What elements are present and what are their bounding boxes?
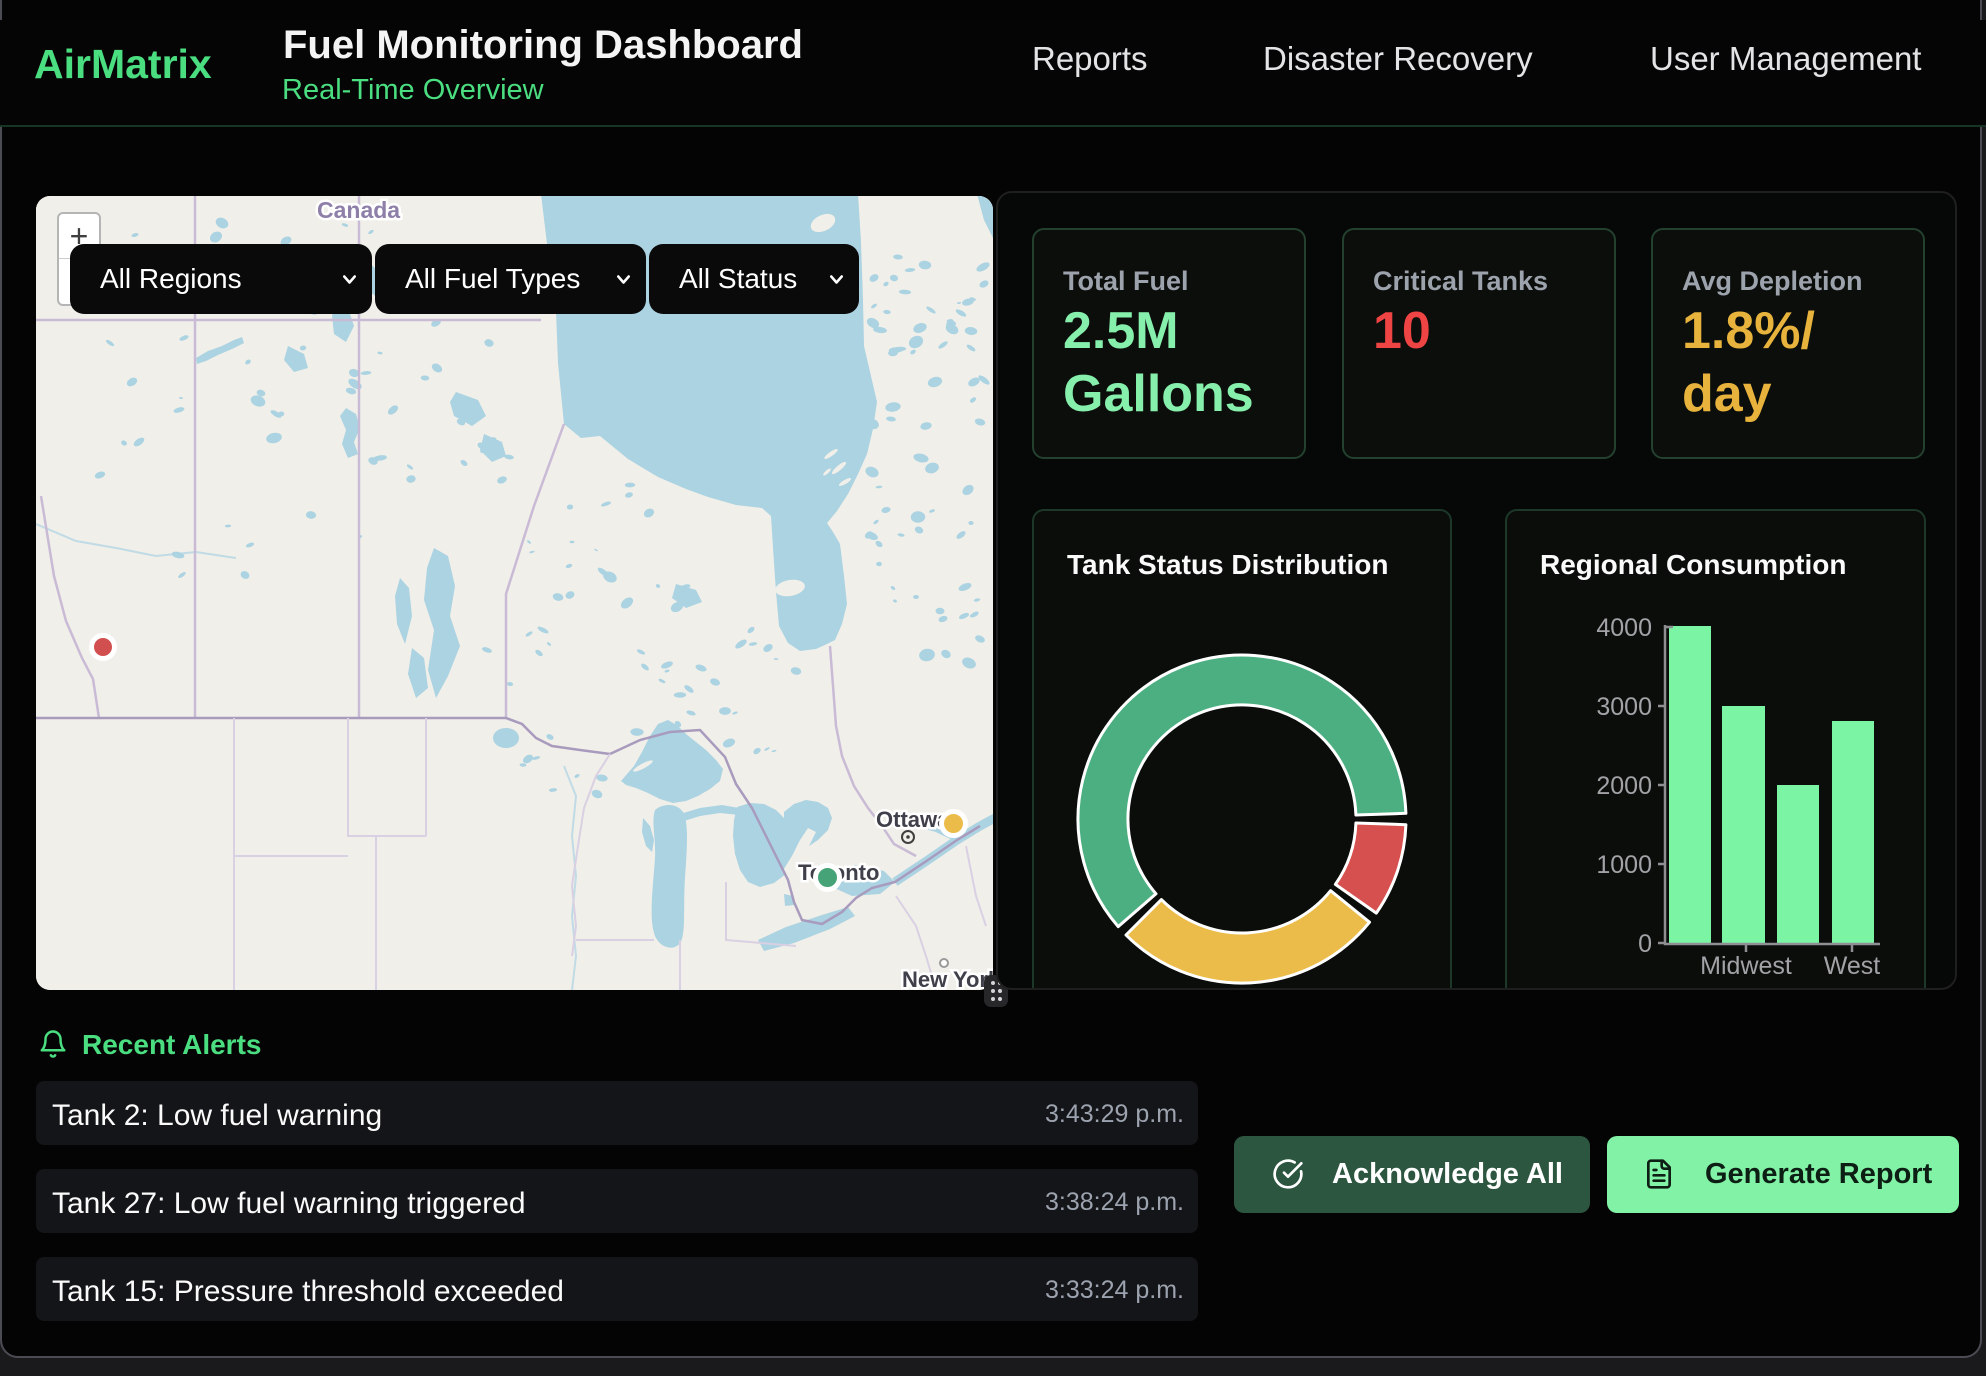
svg-text:2000: 2000 [1596, 772, 1652, 800]
svg-text:3000: 3000 [1596, 693, 1652, 721]
svg-text:1000: 1000 [1596, 851, 1652, 879]
svg-text:Canada: Canada [317, 197, 400, 223]
svg-text:0: 0 [1638, 930, 1652, 958]
svg-text:Midwest: Midwest [1700, 952, 1792, 980]
svg-text:West: West [1824, 952, 1881, 980]
svg-text:New York: New York [902, 967, 993, 990]
svg-text:4000: 4000 [1596, 614, 1652, 642]
